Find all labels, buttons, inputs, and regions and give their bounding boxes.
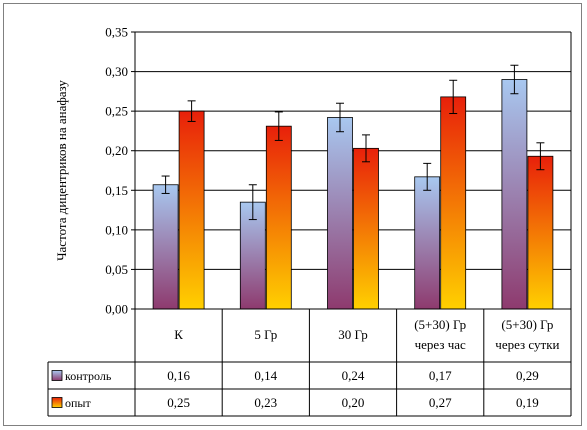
legend-key-опыт <box>51 397 63 408</box>
bar-контроль <box>327 117 353 310</box>
category-label: 30 Гр <box>338 327 367 342</box>
chart-frame: 0,00 0,05 0,10 0,15 0,20 0,25 0,30 0,35 Частота … <box>3 3 582 426</box>
legend-label: контроль <box>65 369 112 383</box>
bar-контроль <box>414 176 441 310</box>
table-value: 0,20 <box>342 395 365 410</box>
y-tick-label: 0,25 <box>105 104 128 119</box>
bar-опыт <box>527 155 554 310</box>
category-label: через час <box>415 337 466 352</box>
y-tick-label: 0,05 <box>105 262 128 277</box>
y-tick-label: 0,00 <box>105 302 128 317</box>
y-tick-label: 0,15 <box>105 183 128 198</box>
table-value: 0,16 <box>167 368 190 383</box>
table-value: 0,24 <box>342 368 365 383</box>
y-tick-label: 0,30 <box>105 64 128 79</box>
y-axis-label: Частота дицентриков на анафазу <box>54 80 69 261</box>
table-value: 0,14 <box>254 368 277 383</box>
category-label: через сутки <box>495 337 559 352</box>
bar-опыт <box>178 110 205 310</box>
table-value: 0,17 <box>429 368 452 383</box>
category-label: (5+30) Гр <box>501 317 553 332</box>
category-label: К <box>174 327 183 342</box>
legend-key-контроль <box>51 370 63 381</box>
y-tick-label: 0,20 <box>105 143 128 158</box>
bar-контроль <box>152 184 179 310</box>
bar-опыт <box>440 96 467 310</box>
table-value: 0,29 <box>516 368 539 383</box>
table-value: 0,27 <box>429 395 452 410</box>
table-value: 0,25 <box>167 395 190 410</box>
table-value: 0,19 <box>516 395 539 410</box>
table-value: 0,23 <box>254 395 277 410</box>
bar-контроль <box>501 79 528 310</box>
category-label: 5 Гр <box>254 327 277 342</box>
y-tick-label: 0,35 <box>105 25 128 40</box>
y-tick-label: 0,10 <box>105 222 128 237</box>
legend-label: опыт <box>65 396 91 410</box>
bar-chart: 0,00 0,05 0,10 0,15 0,20 0,25 0,30 0,35 Частота … <box>47 25 572 417</box>
category-label: (5+30) Гр <box>414 317 466 332</box>
bar-опыт <box>265 125 292 310</box>
bar-опыт <box>353 147 379 310</box>
